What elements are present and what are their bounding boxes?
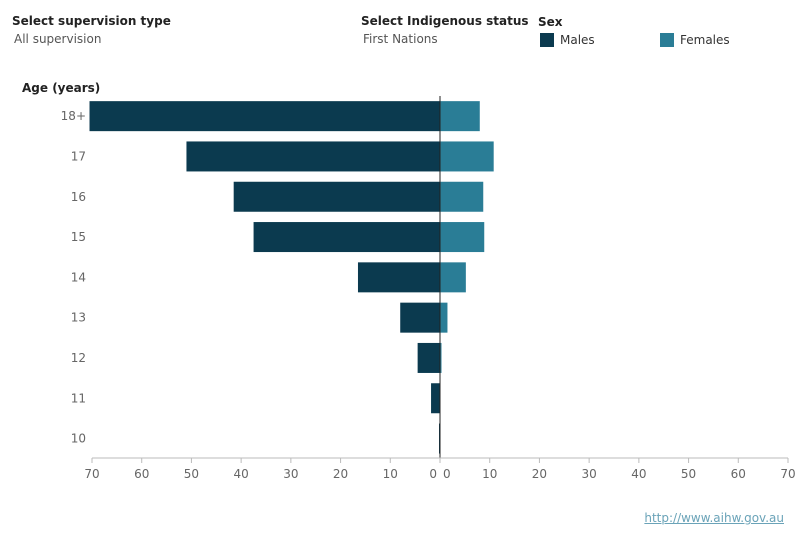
y-tick-label: 17 [71,149,86,163]
legend-title: Sex [538,15,563,29]
x-tick-label-left: 10 [383,467,398,481]
x-tick-label-right: 60 [731,467,746,481]
bar-males-17 [186,141,440,172]
x-tick-label-right: 40 [631,467,646,481]
x-tick-label-right: 10 [482,467,497,481]
bar-females-17 [440,141,494,172]
legend-item-females[interactable]: Females [660,33,730,47]
x-tick-label-right: 0 [443,467,451,481]
bar-females-18+ [440,101,480,132]
x-tick-label-right: 50 [681,467,696,481]
y-tick-label: 12 [71,351,86,365]
bar-females-14 [440,262,466,293]
bar-females-12 [440,342,442,373]
bar-females-13 [440,302,448,333]
legend-swatch-females [660,33,674,47]
y-tick-label: 16 [71,190,86,204]
legend-item-males[interactable]: Males [540,33,595,47]
y-axis-title: Age (years) [22,81,100,95]
x-tick-label-right: 70 [780,467,795,481]
bar-males-12 [417,342,440,373]
y-tick-label: 11 [71,391,86,405]
x-tick-label-right: 20 [532,467,547,481]
x-tick-label-left: 0 [429,467,437,481]
y-tick-label: 18+ [61,109,86,123]
bar-females-15 [440,222,485,253]
y-tick-label: 15 [71,230,86,244]
supervision-filter-select[interactable]: All supervision [14,32,102,46]
bar-females-16 [440,181,484,212]
indigenous-filter-select[interactable]: First Nations [363,32,438,46]
y-tick-label: 13 [71,311,86,325]
bar-males-16 [233,181,440,212]
x-tick-label-left: 50 [184,467,199,481]
x-tick-label-right: 30 [582,467,597,481]
bar-males-11 [431,383,440,414]
x-tick-label-left: 60 [134,467,149,481]
x-tick-label-left: 20 [333,467,348,481]
legend-label-males: Males [560,33,595,47]
bar-males-18+ [89,101,440,132]
y-tick-label: 10 [71,432,86,446]
bar-males-13 [400,302,440,333]
indigenous-filter-label: Select Indigenous status [361,14,529,28]
aihw-website-link[interactable]: http://www.aihw.gov.au [644,511,784,525]
x-tick-label-left: 40 [234,467,249,481]
population-pyramid-chart: Age (years) 18+ 17 16 15 14 13 12 11 10 70 60 50 40… [22,81,796,481]
bar-males-14 [357,262,440,293]
legend-swatch-males [540,33,554,47]
x-tick-label-left: 70 [84,467,99,481]
x-tick-label-left: 30 [283,467,298,481]
supervision-filter-label: Select supervision type [12,14,171,28]
y-tick-label: 14 [71,270,86,284]
bar-males-15 [253,222,440,253]
legend-label-females: Females [680,33,730,47]
